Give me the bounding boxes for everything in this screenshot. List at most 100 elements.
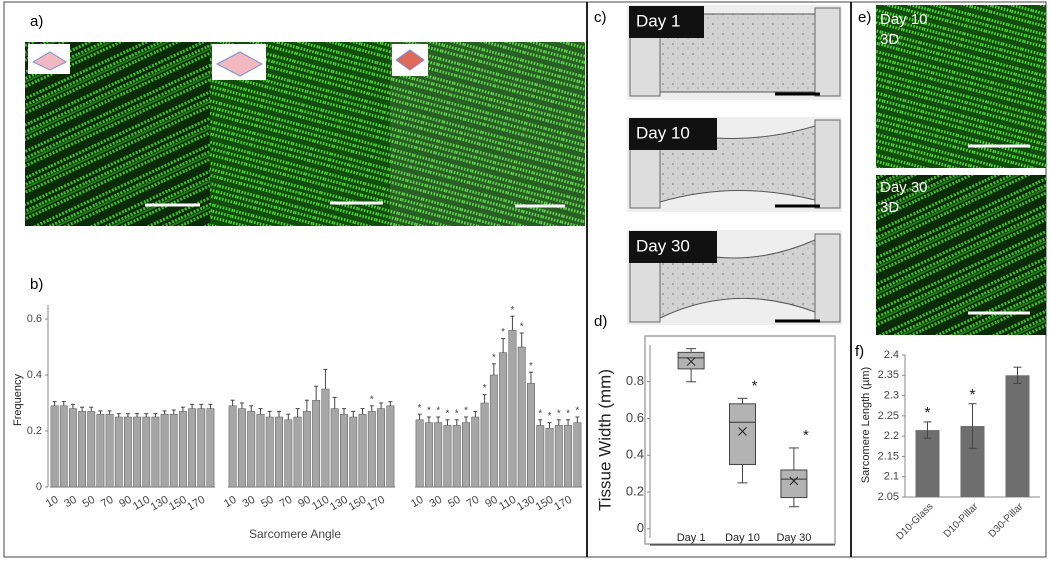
x-tick-label: 170 [185,494,207,514]
bar [564,425,573,488]
bar [284,419,293,488]
bar [114,416,123,488]
x-axis-label: Sarcomere Angle [249,527,341,541]
bar [434,422,443,488]
x-tick-label: D10-Glass [894,501,935,542]
bar [265,416,274,488]
x-tick-label: 170 [552,494,574,514]
y-tick-label: 0.6 [626,410,644,425]
y-tick-label: 2.05 [878,491,899,503]
bar [160,413,169,488]
significance-star: * [418,403,422,414]
bar [206,408,215,488]
bar [330,408,339,488]
significance-star: * [370,394,374,405]
micrographs-a [25,42,585,226]
micrographs-e [876,5,1046,335]
bar [105,413,114,488]
significance-star: * [446,408,450,419]
x-tick-label: 90 [483,494,500,511]
panel-label: a) [30,13,43,30]
panel-label: e) [858,9,871,26]
y-tick-label: 2.15 [878,450,899,462]
significance-star: * [924,405,930,422]
brightfield-c [627,5,842,325]
box [677,351,705,370]
image-label: Day 30 [880,179,928,196]
bar [527,383,535,488]
bar [462,422,470,488]
bar [293,416,302,488]
bar [386,405,395,488]
significance-star: * [455,408,459,419]
bar [124,416,132,488]
bar [179,411,187,488]
image-label: 3D [880,199,899,216]
significance-star: * [752,377,758,394]
bar [367,411,376,488]
bar [50,405,59,488]
x-tick-label: 70 [99,494,116,511]
image-label: 3D [880,31,899,48]
x-tick-label: D10-Pillar [942,501,981,540]
bar [489,374,498,488]
bar [169,413,178,488]
bar [424,422,433,488]
significance-star: * [969,387,975,404]
y-tick-label: 2.4 [884,349,899,361]
significance-star: * [557,408,561,419]
bar [573,422,582,488]
bar [275,416,283,488]
y-tick-label: 2.25 [878,410,899,422]
bar [452,425,461,488]
bar [237,408,246,488]
box [780,469,808,499]
x-tick-label: D30-Pillar [987,501,1026,540]
mean-marker [686,357,696,366]
x-tick-label: 50 [446,494,463,511]
y-axis-label: Frequency [12,374,24,426]
significance-star: * [492,352,496,363]
significance-star: * [520,322,524,333]
bar [471,416,480,488]
y-tick-label: 0.6 [27,313,42,325]
bar [142,416,151,488]
x-tick-label: 10 [44,494,61,511]
y-axis-label: Sarcomere Length (µm) [860,367,872,483]
mean-marker [738,427,747,436]
significance-star: * [464,406,468,417]
significance-star: * [501,327,505,338]
bar [415,419,424,488]
significance-star: * [803,427,809,444]
y-tick-label: 0 [637,520,644,535]
bar [536,425,545,488]
bar [349,416,358,488]
significance-star: * [436,406,440,417]
x-tick-label: 50 [81,494,98,511]
bar [480,402,489,488]
y-tick-label: 0.2 [27,425,42,437]
significance-star: * [483,383,487,394]
x-tick-label: 30 [428,494,445,511]
bar [59,405,68,488]
y-tick-label: 2.2 [884,430,899,442]
image-label: Day 10 [880,11,928,28]
bar [96,413,105,488]
x-tick-label: 10 [409,494,426,511]
bar [508,329,517,488]
bar [133,416,142,488]
bar [256,413,265,488]
bar [78,411,86,488]
significance-star: * [566,408,570,419]
x-tick-label: 90 [296,494,313,511]
bar [302,411,311,488]
bar [197,408,206,488]
y-axis-label: Tissue Width (mm) [595,369,614,511]
y-tick-label: 2.1 [884,471,899,483]
bar [915,430,940,497]
bar [151,416,160,488]
bar [499,352,508,488]
box [729,403,756,465]
significance-star: * [575,406,579,417]
y-tick-label: 0.4 [27,369,42,381]
